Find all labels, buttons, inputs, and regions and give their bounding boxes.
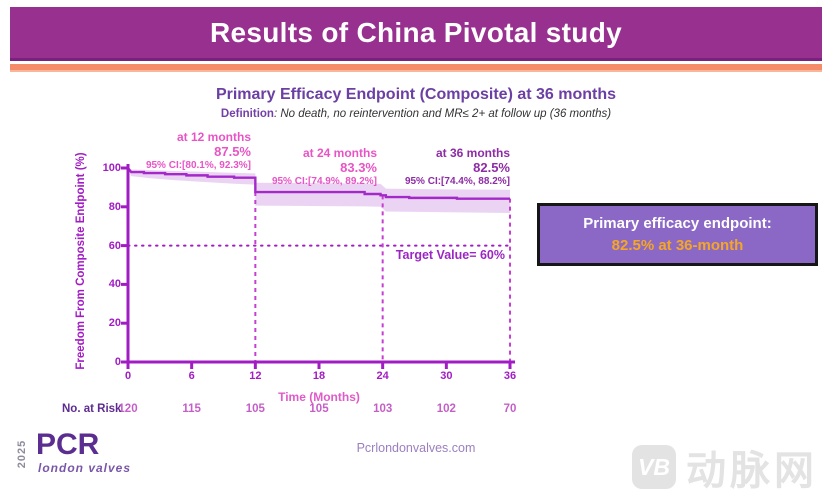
- risk-value: 105: [309, 403, 329, 415]
- y-axis-label-wrap: Freedom From Composite Endpoint (%): [60, 145, 87, 385]
- x-axis-label: Time (Months): [278, 390, 360, 404]
- x-tick-label: 12: [249, 370, 262, 382]
- chart-title: Primary Efficacy Endpoint (Composite) at…: [215, 86, 617, 103]
- annotation-24-ci: 95% CI:[74.9%, 89.2%]: [271, 175, 377, 187]
- accent-bar: [10, 64, 822, 72]
- watermark-text: 动脉网: [686, 448, 818, 491]
- risk-value: 105: [245, 403, 265, 415]
- pcr-logo: PCR: [36, 428, 100, 461]
- x-tick-label: 6: [188, 370, 195, 382]
- website-link[interactable]: Pcrlondonvalves.com: [356, 441, 476, 455]
- annotation-36-months: at 36 months 82.5% 95% CI:[74.4%, 88.2%]: [404, 146, 510, 187]
- result-box-value: 82.5% at 36-month: [611, 237, 744, 254]
- annotation-12-label: at 12 months: [176, 130, 251, 144]
- watermark-vb-icon: VB: [632, 445, 676, 489]
- y-tick-label: 60: [108, 239, 121, 252]
- x-tick-label: 24: [376, 370, 389, 382]
- x-tick-label: 18: [312, 370, 326, 382]
- y-tick-label: 0: [114, 356, 121, 368]
- y-tick-label: 100: [102, 162, 121, 174]
- annotation-36-ci: 95% CI:[74.4%, 88.2%]: [404, 175, 510, 187]
- annotation-12-ci: 95% CI:[80.1%, 92.3%]: [145, 159, 251, 171]
- annotation-24-months: at 24 months 83.3% 95% CI:[74.9%, 89.2%]: [271, 146, 377, 187]
- y-axis-label: Freedom From Composite Endpoint (%): [75, 152, 87, 370]
- target-value-label: Target Value= 60%: [395, 248, 505, 262]
- y-tick-label: 80: [108, 200, 121, 213]
- risk-value: 115: [182, 403, 201, 415]
- annotation-36-label: at 36 months: [435, 146, 510, 160]
- no-at-risk-label: No. at Risk: [62, 403, 122, 415]
- risk-value: 102: [436, 403, 456, 415]
- watermark: VB 动脉网: [632, 438, 818, 491]
- result-box-title: Primary efficacy endpoint:: [583, 215, 772, 232]
- y-tick-label: 20: [108, 317, 121, 330]
- pcr-logo-subtitle: london valves: [38, 461, 132, 475]
- annotation-12-months: at 12 months 87.5% 95% CI:[80.1%, 92.3%]: [145, 130, 251, 171]
- definition-text: : No death, no reintervention and MR≤ 2+…: [273, 108, 612, 120]
- slide-title: Results of China Pivotal study: [210, 16, 622, 48]
- annotation-12-value: 87.5%: [214, 143, 251, 159]
- risk-value: 120: [118, 403, 138, 415]
- x-tick-label: 0: [124, 370, 132, 382]
- definition-label: Definition: [220, 108, 274, 120]
- x-tick-label: 30: [440, 370, 453, 382]
- definition-line: Definition: No death, no reintervention …: [0, 108, 832, 120]
- risk-value: 70: [503, 403, 517, 415]
- x-tick-label: 36: [503, 370, 517, 382]
- primary-endpoint-result-box: Primary efficacy endpoint: 82.5% at 36-m…: [537, 203, 818, 266]
- annotation-24-label: at 24 months: [302, 146, 377, 160]
- y-tick-label: 40: [108, 278, 121, 291]
- annotation-24-value: 83.3%: [340, 159, 377, 175]
- annotation-36-value: 82.5%: [473, 159, 510, 175]
- header-bar: Results of China Pivotal study: [10, 7, 822, 61]
- risk-value: 103: [373, 403, 393, 415]
